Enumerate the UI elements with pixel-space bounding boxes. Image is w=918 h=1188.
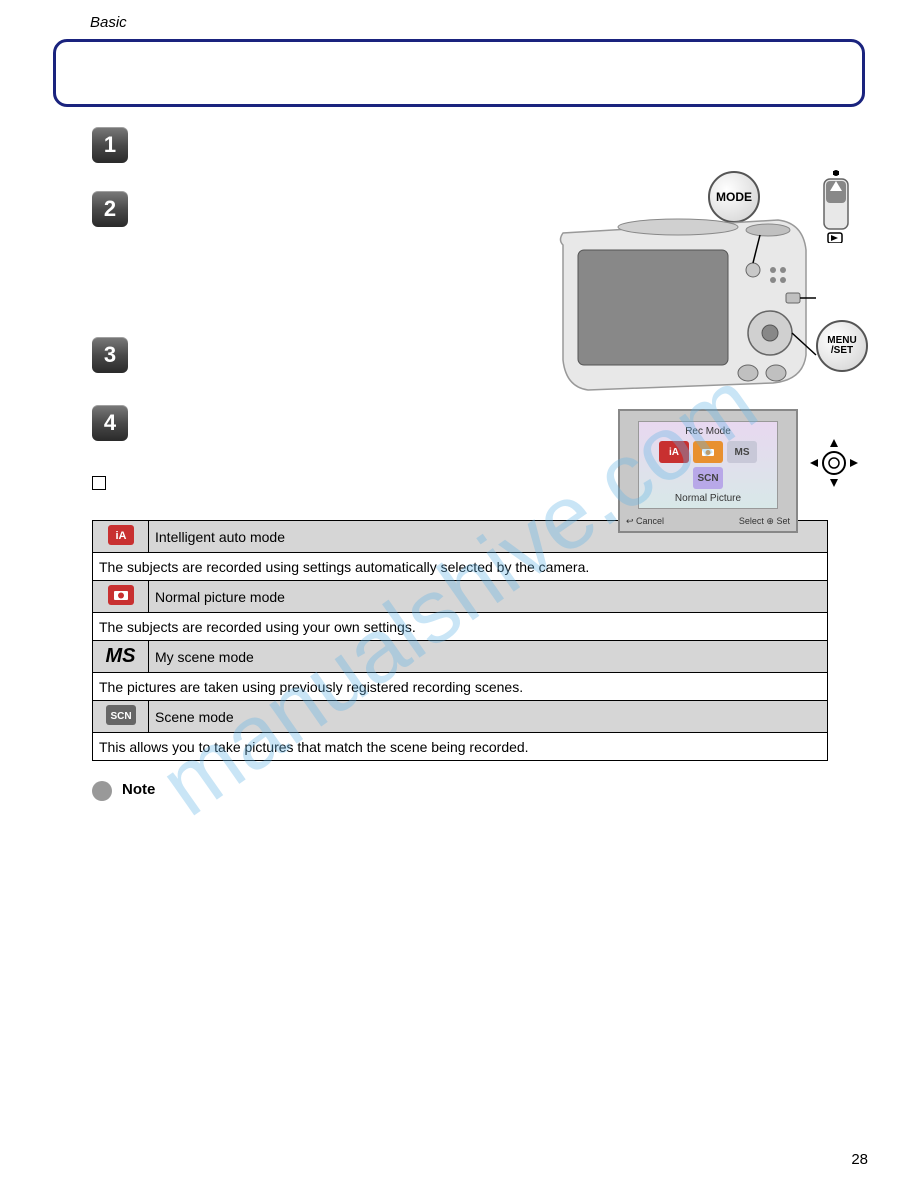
table-row: This allows you to take pictures that ma… [93,733,828,761]
illustration-area: MODE [518,155,868,555]
menu-label-line2: /SET [831,346,853,356]
page-header: Basic [0,0,918,31]
mode-desc: The subjects are recorded using your own… [93,613,828,641]
lcd-screen-illustration: Rec Mode iA MS SCN Normal Picture ↩ Canc… [618,409,798,533]
step-num-2: 2 [92,191,128,227]
lcd-icon-ms: MS [727,441,757,463]
mode-title: Normal picture mode [149,581,828,613]
lcd-icons-row2: SCN [643,467,773,489]
lcd-icon-camera [693,441,723,463]
lcd-icon-ia: iA [659,441,689,463]
lcd-footer-cancel: ↩ Cancel [626,516,664,527]
mode-desc: The subjects are recorded using settings… [93,553,828,581]
table-row: MS My scene mode [93,641,828,673]
table-row: Normal picture mode [93,581,828,613]
mode-icon-scn: SCN [93,701,149,733]
mode-desc: This allows you to take pictures that ma… [93,733,828,761]
svg-text:iA: iA [115,530,126,542]
table-row: The pictures are taken using previously … [93,673,828,701]
step-num-4: 4 [92,405,128,441]
lcd-icon-scn: SCN [693,467,723,489]
dpad-icon [806,435,862,491]
menu-set-label: MENU /SET [816,320,868,372]
table-row: The subjects are recorded using your own… [93,613,828,641]
table-row: SCN Scene mode [93,701,828,733]
lcd-footer-select: Select ⊕ Set [739,516,790,527]
modes-table: iA Intelligent auto mode The subjects ar… [92,520,828,761]
step-num-1: 1 [92,127,128,163]
step-num-3: 3 [92,337,128,373]
mode-title: My scene mode [149,641,828,673]
lcd-subtitle: Normal Picture [643,493,773,504]
note-label: Note [122,781,155,798]
rec-play-switch-icon [816,165,856,243]
table-row: The subjects are recorded using settings… [93,553,828,581]
mode-title: Scene mode [149,701,828,733]
svg-text:SCN: SCN [110,711,131,722]
mode-icon-camera [93,581,149,613]
note-section: Note [92,781,918,801]
title-box [53,39,865,107]
page-number: 28 [851,1151,868,1168]
lcd-icons-row: iA MS [643,441,773,463]
lcd-title: Rec Mode [643,426,773,437]
mode-icon-ia: iA [93,521,149,553]
note-icon [92,781,112,801]
mode-desc: The pictures are taken using previously … [93,673,828,701]
camera-illustration [548,215,818,395]
mode-icon-ms: MS [93,641,149,673]
